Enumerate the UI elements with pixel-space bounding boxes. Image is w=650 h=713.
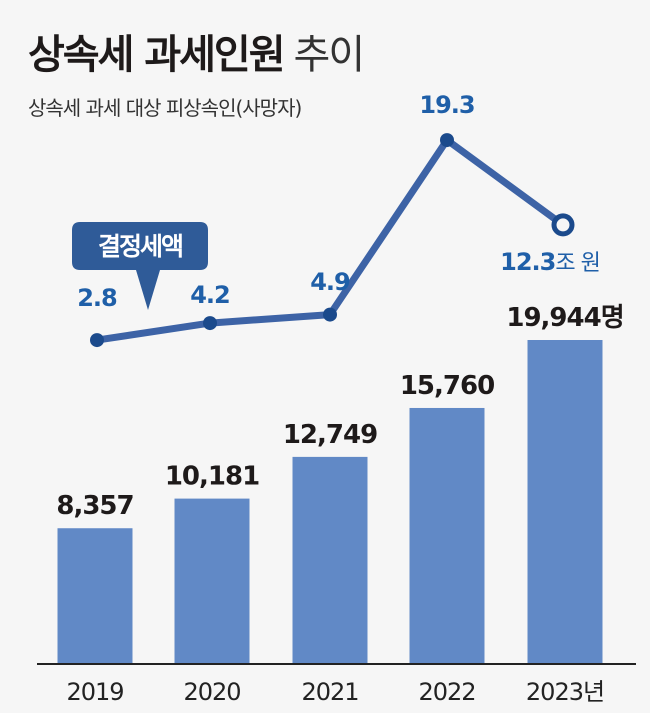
bar-2020 (174, 498, 250, 664)
x-tick-label: 2019 (66, 678, 123, 706)
bar-2019 (57, 528, 133, 664)
line-point-2022 (440, 133, 454, 148)
chart-subtitle: 상속세 과세 대상 피상속인(사망자) (28, 96, 302, 120)
chart-title: 상속세 과세인원 추이 (28, 22, 366, 80)
x-tick-label: 2021 (301, 678, 358, 706)
line-point-2023 (551, 213, 575, 237)
x-tick-label: 2023년 (526, 678, 604, 706)
x-tick-label: 2020 (183, 678, 240, 706)
callout-label: 결정세액 (98, 232, 182, 261)
line-point-2021 (323, 307, 337, 322)
bar-2022 (409, 407, 485, 664)
unit-label: 조 원 (555, 251, 599, 276)
bar-value-label: 10,181 (165, 462, 259, 492)
line-value-label: 19.3 (419, 91, 474, 119)
line-value-label: 12.3조 원 (500, 248, 600, 276)
bar-2023 (527, 340, 603, 664)
bar-2021 (292, 456, 368, 664)
bar-value-label: 12,749 (283, 420, 377, 450)
line-point-2019 (90, 333, 104, 348)
line-point-2020 (203, 316, 217, 331)
line-value-label: 4.2 (190, 281, 230, 309)
bar-value-label: 19,944명 (506, 303, 623, 333)
title-bold: 상속세 과세인원 (28, 32, 286, 78)
x-tick-label: 2022 (418, 678, 475, 706)
title-light: 추이 (293, 32, 366, 78)
callout-box (72, 222, 208, 310)
bar-value-label: 8,357 (56, 491, 133, 521)
line-value-label: 4.9 (310, 268, 350, 296)
bar-value-label: 15,760 (400, 371, 494, 401)
line-value-label: 2.8 (77, 284, 117, 312)
